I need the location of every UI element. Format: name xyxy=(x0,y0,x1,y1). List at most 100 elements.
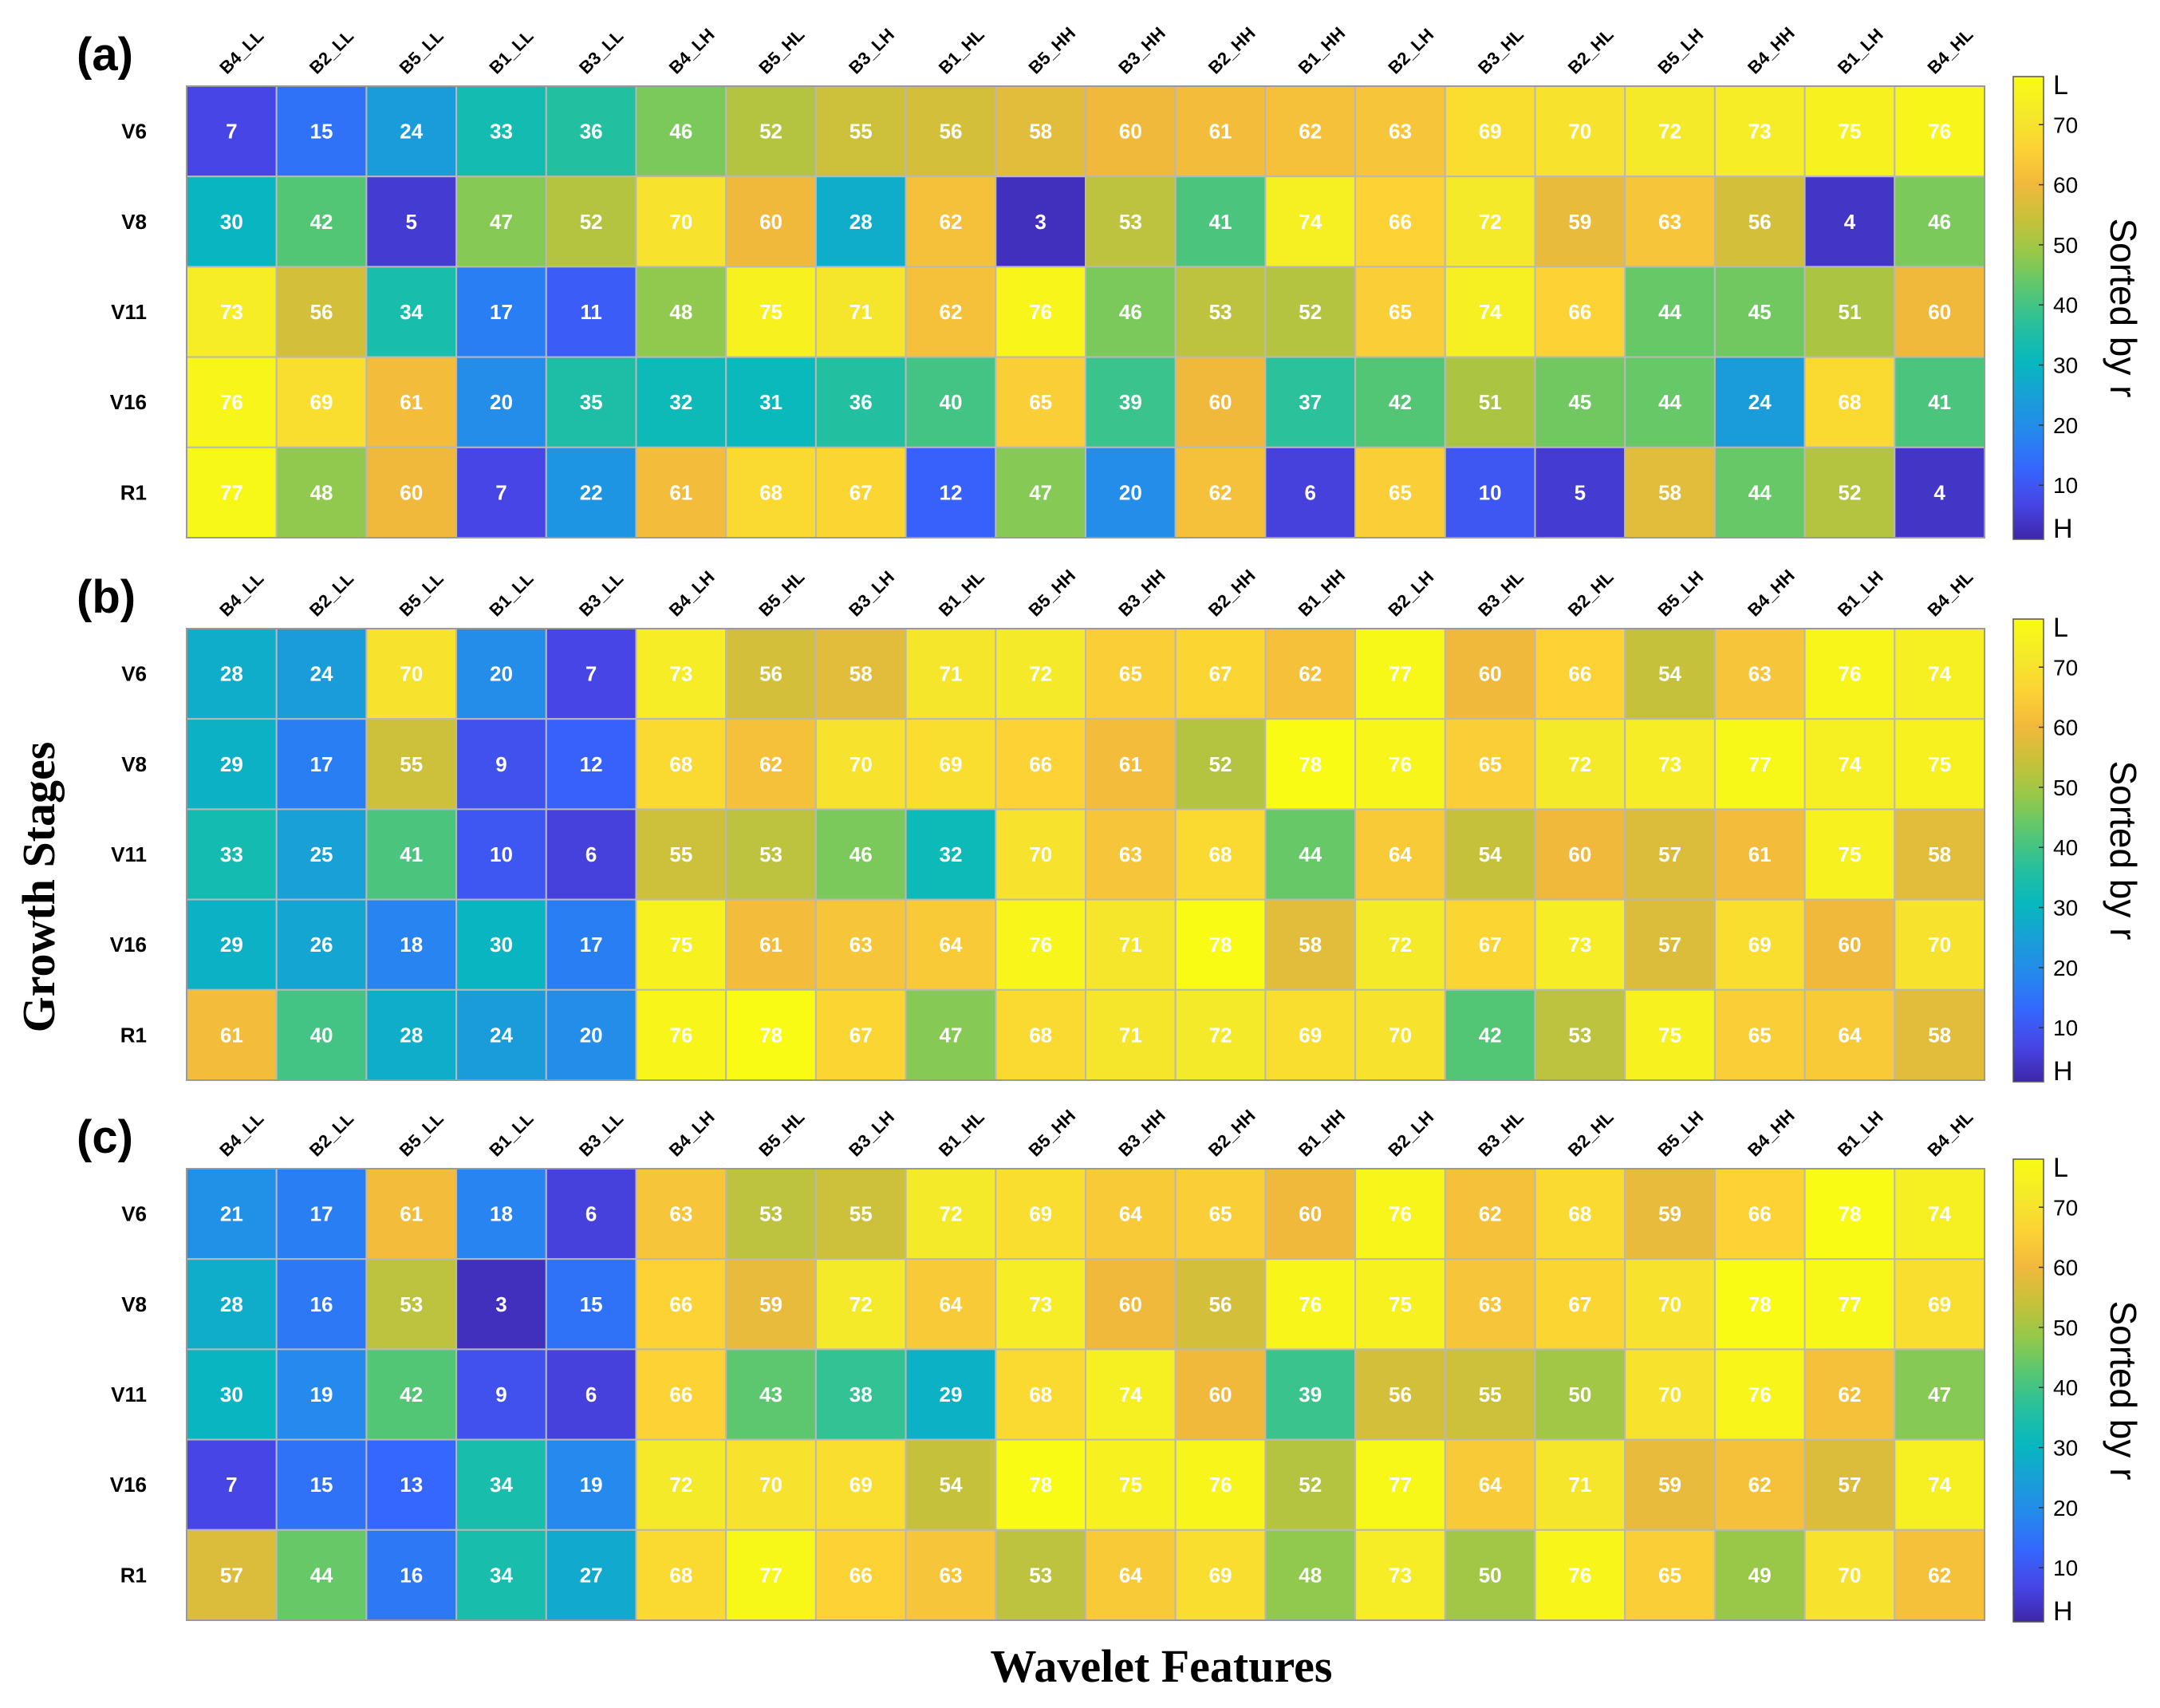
cell-value-label: 76 xyxy=(669,1023,692,1047)
heatmap-cell xyxy=(1894,628,1986,720)
heatmap-cell xyxy=(1444,718,1536,811)
heatmap-cell xyxy=(545,446,637,538)
heatmap-cell xyxy=(1803,898,1896,991)
cell-value-label: 70 xyxy=(1389,1023,1412,1047)
heatmap-cell xyxy=(995,266,1087,358)
cell-value-label: 73 xyxy=(1658,752,1681,776)
cell-value-label: 71 xyxy=(939,662,962,686)
column-label: B5_HH xyxy=(1025,566,1080,621)
cell-value-label: 73 xyxy=(1389,1563,1412,1587)
heatmap-cell xyxy=(814,85,907,178)
cell-value-label: 16 xyxy=(400,1563,423,1587)
heatmap-cell xyxy=(1534,446,1626,538)
column-label: B4_HL xyxy=(1924,1107,1977,1161)
heatmap-cell xyxy=(455,1348,547,1441)
heatmap-cell xyxy=(1713,356,1806,448)
cell-value-label: 70 xyxy=(1029,842,1052,866)
heatmap-cell xyxy=(1174,1258,1267,1351)
cell-value-label: 65 xyxy=(1479,752,1502,776)
cell-value-label: 53 xyxy=(759,842,782,866)
heatmap-cell xyxy=(1354,446,1446,538)
heatmap-cell xyxy=(1894,1348,1986,1441)
cell-value-label: 66 xyxy=(669,1383,692,1406)
heatmap-cell xyxy=(1354,628,1446,720)
cell-value-label: 75 xyxy=(1838,842,1861,866)
cell-value-label: 13 xyxy=(400,1473,423,1497)
cell-value-label: 67 xyxy=(1479,933,1502,957)
heatmap-cell xyxy=(1354,1529,1446,1622)
heatmap-cell xyxy=(1624,446,1716,538)
heatmap-cell xyxy=(275,988,368,1082)
cell-value-label: 54 xyxy=(1658,662,1681,686)
heatmap-cell xyxy=(635,266,727,358)
heatmap-cell xyxy=(455,356,547,448)
heatmap-cell xyxy=(1624,808,1716,901)
heatmap-cell xyxy=(635,718,727,811)
heatmap-cell xyxy=(186,1529,278,1622)
cell-value-label: 19 xyxy=(580,1473,603,1497)
heatmap-cell xyxy=(1894,718,1986,811)
colorbar-gradient-bar xyxy=(2012,618,2044,1083)
cell-value-label: 78 xyxy=(1299,752,1322,776)
cell-value-label: 28 xyxy=(400,1023,423,1047)
colorbar: 10 20 30 40 50 60 70 L H Sorted by r xyxy=(2012,1153,2144,1627)
heatmap-cell xyxy=(1803,176,1896,268)
cell-value-label: 31 xyxy=(759,390,782,414)
cell-value-label: 62 xyxy=(1299,120,1322,144)
colorbar-tick-label: 60 xyxy=(2053,716,2078,740)
column-label: B1_LH xyxy=(1834,1107,1887,1161)
cell-value-label: 3 xyxy=(1035,210,1046,234)
cell-value-label: 68 xyxy=(669,1563,692,1587)
cell-value-label: 15 xyxy=(310,120,333,144)
cell-value-label: 52 xyxy=(1299,1473,1322,1497)
heatmap-cell xyxy=(545,1348,637,1441)
cell-value-label: 77 xyxy=(1389,662,1412,686)
cell-value-label: 66 xyxy=(669,1292,692,1316)
column-label: B4_HH xyxy=(1744,1106,1799,1161)
heatmap-cell xyxy=(1624,176,1716,268)
cell-value-label: 76 xyxy=(220,390,243,414)
cell-value-label: 27 xyxy=(580,1563,603,1587)
cell-value-label: 52 xyxy=(1299,300,1322,324)
cell-value-label: 70 xyxy=(849,752,873,776)
heatmap-cell xyxy=(186,1258,278,1351)
cell-value-label: 57 xyxy=(1838,1473,1861,1497)
cell-value-label: 53 xyxy=(1209,300,1232,324)
heatmap-cell xyxy=(635,628,727,720)
heatmap-border xyxy=(186,628,1985,1081)
heatmap-cell xyxy=(1174,988,1267,1082)
cell-value-label: 56 xyxy=(1389,1383,1412,1406)
cell-value-label: 45 xyxy=(1748,300,1772,324)
cell-value-label: 78 xyxy=(1209,933,1232,957)
column-label: B2_HH xyxy=(1204,23,1259,78)
heatmap-cell xyxy=(1264,718,1357,811)
column-label: B4_LL xyxy=(215,26,267,77)
cell-value-label: 71 xyxy=(1119,933,1142,957)
cell-value-label: 72 xyxy=(1389,933,1412,957)
cell-value-label: 74 xyxy=(1928,1202,1951,1226)
cell-value-label: 68 xyxy=(1568,1202,1591,1226)
cell-value-label: 76 xyxy=(1838,662,1861,686)
cell-value-label: 68 xyxy=(1209,842,1232,866)
cell-value-label: 62 xyxy=(1748,1473,1772,1497)
heatmap-cell xyxy=(455,808,547,901)
heatmap-cell xyxy=(1534,1348,1626,1441)
row-label: V16 xyxy=(110,933,147,957)
cell-value-label: 66 xyxy=(1029,752,1052,776)
column-label: B3_HL xyxy=(1474,567,1527,621)
column-label: B3_LH xyxy=(845,567,898,621)
cell-value-label: 51 xyxy=(1479,390,1502,414)
cell-value-label: 28 xyxy=(220,1292,243,1316)
heatmap-cell xyxy=(275,446,368,538)
heatmap-cell xyxy=(1085,898,1177,991)
cell-value-label: 50 xyxy=(1568,1383,1591,1406)
cell-value-label: 52 xyxy=(759,120,782,144)
heatmap-cell xyxy=(1624,1348,1716,1441)
cell-value-label: 69 xyxy=(1299,1023,1322,1047)
cell-value-label: 60 xyxy=(1209,1383,1232,1406)
colorbar-tick-label: 20 xyxy=(2053,413,2078,438)
colorbar-tick-label: 40 xyxy=(2053,293,2078,318)
cell-value-label: 32 xyxy=(669,390,692,414)
cell-value-label: 70 xyxy=(1658,1292,1681,1316)
heatmap-cell xyxy=(1894,85,1986,178)
